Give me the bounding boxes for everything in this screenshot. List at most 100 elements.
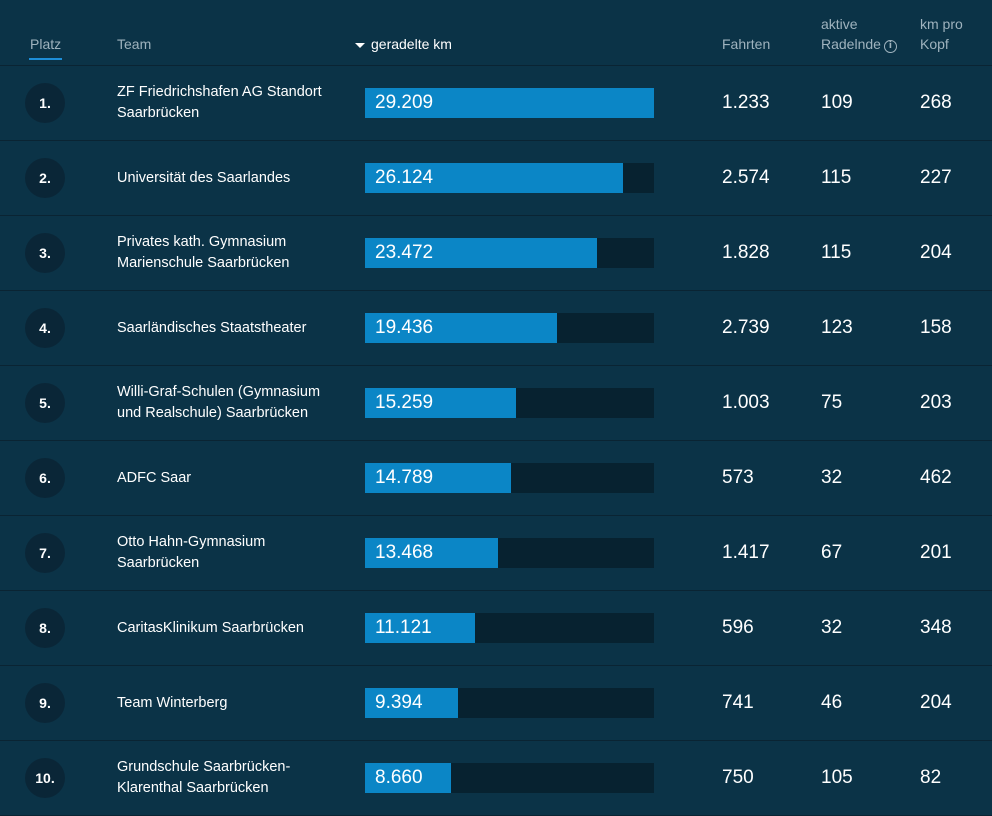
km-bar-fill bbox=[365, 88, 654, 118]
rank-badge: 8. bbox=[25, 608, 65, 648]
team-name-line2: Saarbrücken bbox=[117, 105, 200, 121]
km-value: 15.259 bbox=[375, 392, 434, 413]
team-name-line1: Saarländisches Staatstheater bbox=[117, 319, 307, 336]
table-row[interactable]: 5. Willi-Graf-Schulen (Gymnasium und Reals… bbox=[0, 366, 992, 441]
table-header: Platz Team geradelte km Fahrten aktive R… bbox=[0, 0, 992, 66]
team-name-line1: ZF Friedrichshafen AG Standort bbox=[117, 84, 322, 100]
km-bar-track: 15.259 bbox=[365, 388, 654, 418]
fahrten-value: 2.574 bbox=[722, 167, 770, 188]
team-name[interactable]: Willi-Graf-Schulen (Gymnasium und Realsch… bbox=[117, 366, 342, 440]
team-name[interactable]: Otto Hahn-Gymnasium Saarbrücken bbox=[117, 516, 342, 590]
aktive-value: 32 bbox=[821, 617, 843, 638]
km-bar-track: 14.789 bbox=[365, 463, 654, 493]
team-name-line1: Team Winterberg bbox=[117, 694, 228, 711]
fahrten-value: 2.739 bbox=[722, 317, 770, 338]
km-bar-fill bbox=[365, 463, 512, 493]
table-row[interactable]: 9. Team Winterberg 9.394 741 46 204 bbox=[0, 666, 992, 741]
column-header-platz[interactable]: Platz bbox=[30, 36, 62, 52]
table-row[interactable]: 1. ZF Friedrichshafen AG Standort Saarbrüc… bbox=[0, 66, 992, 141]
sort-desc-icon bbox=[355, 43, 365, 48]
team-name[interactable]: Universität des Saarlandes bbox=[117, 141, 342, 215]
team-name[interactable]: Saarländisches Staatstheater bbox=[117, 291, 342, 365]
km-bar-track: 26.124 bbox=[365, 163, 654, 193]
aktive-value: 105 bbox=[821, 767, 853, 788]
kmpro-value: 204 bbox=[920, 242, 952, 263]
team-name[interactable]: ADFC Saar bbox=[117, 441, 342, 515]
kmpro-value: 201 bbox=[920, 542, 952, 563]
km-bar-track: 29.209 bbox=[365, 88, 654, 118]
team-name[interactable]: Team Winterberg bbox=[117, 666, 342, 740]
fahrten-value: 741 bbox=[722, 692, 754, 713]
team-name-line1: Universität des Saarlandes bbox=[117, 169, 291, 186]
info-icon[interactable]: i bbox=[883, 40, 897, 53]
team-name-line1: Willi-Graf-Schulen (Gymnasium bbox=[117, 384, 321, 400]
active-sort-underline bbox=[29, 58, 62, 60]
rank-badge: 5. bbox=[25, 383, 65, 423]
km-bar-track: 11.121 bbox=[365, 613, 654, 643]
team-name-line2: und Realschule) Saarbrücken bbox=[117, 405, 309, 421]
team-name-line2: Marienschule Saarbrücken bbox=[117, 255, 290, 271]
km-value: 13.468 bbox=[375, 542, 434, 563]
column-header-km[interactable]: geradelte km bbox=[355, 34, 452, 54]
aktive-value: 67 bbox=[821, 542, 843, 563]
fahrten-value: 1.003 bbox=[722, 392, 770, 413]
column-header-km-label: geradelte km bbox=[371, 36, 452, 52]
km-bar-fill bbox=[365, 238, 598, 268]
kmpro-value: 227 bbox=[920, 167, 952, 188]
fahrten-value: 573 bbox=[722, 467, 754, 488]
team-name-line2: Saarbrücken bbox=[117, 555, 200, 571]
table-row[interactable]: 8. CaritasKlinikum Saarbrücken 11.121 596 32… bbox=[0, 591, 992, 666]
team-name[interactable]: ZF Friedrichshafen AG Standort Saarbrücke… bbox=[117, 66, 342, 140]
km-bar-fill bbox=[365, 763, 451, 793]
kmpro-value: 462 bbox=[920, 467, 952, 488]
column-header-kmpro-line2: Kopf bbox=[920, 36, 949, 52]
km-value: 8.660 bbox=[375, 767, 423, 788]
kmpro-value: 158 bbox=[920, 317, 952, 338]
km-bar-track: 23.472 bbox=[365, 238, 654, 268]
km-bar-fill bbox=[365, 163, 624, 193]
km-value: 9.394 bbox=[375, 692, 423, 713]
table-row[interactable]: 10. Grundschule Saarbrücken- Klarenthal Sa… bbox=[0, 741, 992, 816]
km-value: 11.121 bbox=[375, 617, 432, 638]
team-name-line1: Privates kath. Gymnasium bbox=[117, 234, 287, 250]
column-header-team[interactable]: Team bbox=[117, 36, 152, 52]
team-name[interactable]: Privates kath. Gymnasium Marienschule Saa… bbox=[117, 216, 342, 290]
km-bar-track: 8.660 bbox=[365, 763, 654, 793]
aktive-value: 46 bbox=[821, 692, 843, 713]
rank-badge: 1. bbox=[25, 83, 65, 123]
team-name-line1: ADFC Saar bbox=[117, 469, 192, 486]
team-name[interactable]: CaritasKlinikum Saarbrücken bbox=[117, 591, 342, 665]
km-value: 29.209 bbox=[375, 92, 434, 113]
fahrten-value: 1.233 bbox=[722, 92, 770, 113]
rank-badge: 2. bbox=[25, 158, 65, 198]
rank-badge: 10. bbox=[25, 758, 65, 798]
kmpro-value: 82 bbox=[920, 767, 942, 788]
aktive-value: 75 bbox=[821, 392, 843, 413]
column-header-fahrten[interactable]: Fahrten bbox=[722, 36, 771, 52]
km-bar-fill bbox=[365, 388, 516, 418]
column-header-aktive-line2-wrap: Radelnde i bbox=[821, 34, 897, 54]
km-bar-fill bbox=[365, 538, 499, 568]
rank-badge: 4. bbox=[25, 308, 65, 348]
column-header-aktive-line2: Radelnde bbox=[821, 36, 881, 52]
aktive-value: 115 bbox=[821, 167, 852, 188]
km-value: 19.436 bbox=[375, 317, 434, 338]
km-bar-fill bbox=[365, 313, 558, 343]
kmpro-value: 268 bbox=[920, 92, 952, 113]
column-header-aktive-line1: aktive bbox=[821, 16, 858, 32]
aktive-value: 123 bbox=[821, 317, 853, 338]
team-name[interactable]: Grundschule Saarbrücken- Klarenthal Saarb… bbox=[117, 741, 342, 815]
table-row[interactable]: 3. Privates kath. Gymnasium Marienschule S… bbox=[0, 216, 992, 291]
rank-badge: 9. bbox=[25, 683, 65, 723]
column-header-kmpro[interactable]: km pro Kopf bbox=[920, 14, 963, 54]
table-row[interactable]: 4. Saarländisches Staatstheater 19.436 2.73… bbox=[0, 291, 992, 366]
table-row[interactable]: 2. Universität des Saarlandes 26.124 2.574 1… bbox=[0, 141, 992, 216]
fahrten-value: 596 bbox=[722, 617, 754, 638]
km-bar-track: 19.436 bbox=[365, 313, 654, 343]
table-row[interactable]: 6. ADFC Saar 14.789 573 32 462 bbox=[0, 441, 992, 516]
table-row[interactable]: 7. Otto Hahn-Gymnasium Saarbrücken 13.468 1.… bbox=[0, 516, 992, 591]
fahrten-value: 1.417 bbox=[722, 542, 770, 563]
column-header-aktive[interactable]: aktive Radelnde i bbox=[821, 14, 897, 54]
team-name-line1: Grundschule Saarbrücken- bbox=[117, 759, 291, 775]
